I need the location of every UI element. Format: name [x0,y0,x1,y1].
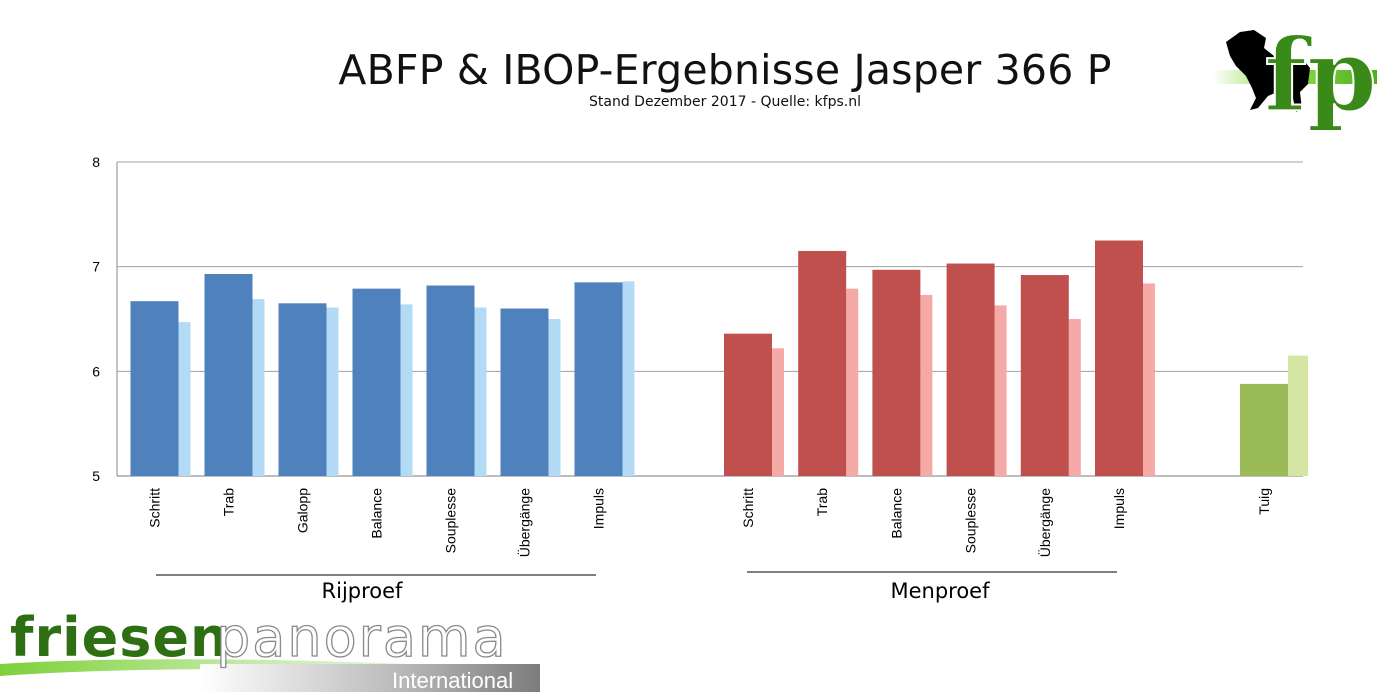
bar-reference [772,348,784,476]
bar-result [278,303,327,476]
bar-reference [1143,283,1155,476]
category-label: Tuig [1256,488,1272,515]
bar-result [1240,383,1288,476]
bar-result [1020,275,1069,476]
bar-reference [1068,319,1081,476]
bar-result [872,269,921,476]
category-label: Impuls [1111,488,1127,529]
category-label: Balance [888,488,904,539]
group-labels: Rijproef Menproef [156,571,1117,603]
bar-reference [548,319,561,476]
category-label: Galopp [295,488,311,533]
y-tick-label: 7 [92,259,100,275]
bar-result [204,273,253,476]
bar-reference [994,305,1007,476]
category-label: Souplesse [443,488,459,554]
y-tick-label: 8 [92,154,100,170]
bar-result [798,250,847,476]
y-tick-label: 5 [92,468,100,484]
chart-subtitle: Stand Dezember 2017 - Quelle: kfps.nl [589,94,861,110]
bar-result [946,263,995,476]
category-label: Balance [369,488,385,539]
logo-brand-friesen: friesen [10,606,229,669]
bar-reference [1288,355,1308,476]
category-label: Trab [814,488,830,516]
y-tick-label: 6 [92,363,100,379]
kfps-logo-mark: fp [1264,16,1377,132]
bar-reference [326,307,339,476]
bar-result [500,308,549,476]
group-label: Menproef [890,579,990,603]
kfps-logo: fp [1212,15,1378,132]
category-label: Trab [221,488,237,516]
category-labels: Schritt Trab Galopp Balance Souplesse Übergän… [147,488,1273,557]
logo-brand-international: International [392,668,513,693]
bar-result [724,333,772,476]
bar-result [1095,240,1143,476]
category-label: Übergänge [1036,488,1053,557]
logo-brand-panorama: panorama [216,606,508,669]
bar-result [130,301,179,476]
bar-reference [474,307,487,476]
category-label: Souplesse [963,488,979,554]
bar-result [352,288,401,476]
bar-reference [178,322,191,476]
horse-icon [1226,30,1310,112]
bar-result [426,285,475,476]
category-label: Impuls [591,488,607,529]
bar-reference [622,281,635,476]
logo-international-band [200,664,540,692]
bars-layer [130,240,1308,476]
chart-title: ABFP & IBOP-Ergebnisse Jasper 366 P [338,46,1112,94]
bar-reference [846,288,859,476]
category-label: Schritt [740,488,756,528]
group-label: Rijproef [322,579,404,603]
bar-reference [400,304,413,476]
friesenpanorama-logo: friesen panorama International [0,605,540,693]
category-label: Übergänge [516,488,533,557]
bar-result [574,282,623,476]
bar-reference [920,294,933,476]
bar-reference [252,299,265,476]
category-label: Schritt [147,488,163,528]
